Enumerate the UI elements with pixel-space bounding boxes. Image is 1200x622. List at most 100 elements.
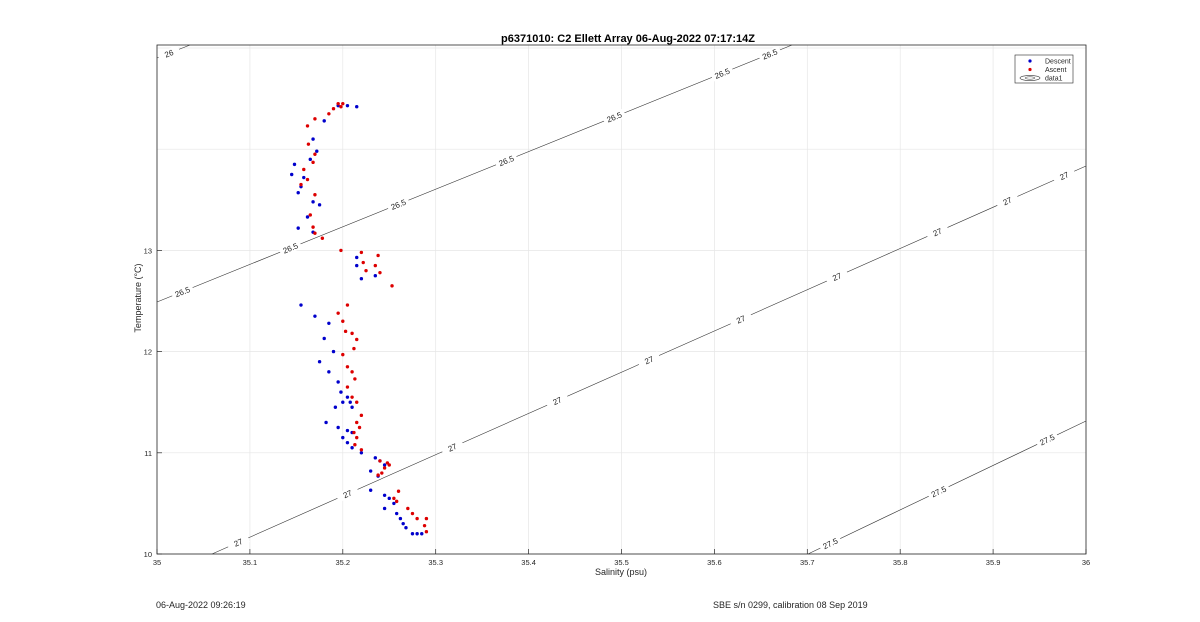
x-tick-label: 35.1 [243,558,258,567]
x-tick-label: 35 [153,558,161,567]
descent-point [350,405,354,409]
y-axis-label: Temperature (°C) [133,263,143,332]
descent-point [299,303,303,307]
ascent-point [387,463,391,467]
ascent-point [336,101,340,106]
ascent-point [415,516,419,521]
ascent-point [350,331,354,336]
ascent-point [359,250,364,255]
contour-label-bg [710,64,735,82]
ascent-point [396,489,401,493]
x-tick-label: 35.5 [614,558,629,567]
contour-label-bg [170,283,195,301]
ascent-point [327,112,331,116]
descent-point [336,425,340,430]
ascent-point [376,253,380,258]
ascent-point [378,459,382,463]
x-tick-label: 35.8 [893,558,908,567]
ascent-point [378,270,382,275]
y-axis-ticks: 10 11 12 13 [144,246,162,559]
ascent-point [355,337,359,342]
descent-point [317,203,322,207]
footer-timestamp: 06-Aug-2022 09:26:19 [156,600,246,610]
x-axis-label: Salinity (psu) [595,567,647,577]
ascent-point [352,346,356,351]
legend: Descent Ascent data1 [1014,54,1074,84]
descent-point [305,215,310,219]
contour-label: 27 [1058,170,1070,182]
ascent-point [302,167,306,172]
descent-point [415,532,419,536]
descent-point [315,149,319,153]
descent-point [359,451,364,455]
ascent-point [336,311,340,315]
contour-label: 27 [643,354,655,366]
legend-data1-icon-inner [1024,76,1036,80]
ascent-point [422,523,427,528]
ascent-point [380,471,384,475]
x-tick-label: 35.3 [428,558,443,567]
descent-point [322,336,326,341]
ascent-point [345,365,350,369]
descent-point [327,370,331,374]
contour-label-bg [494,152,519,169]
contour-label: 26 [163,48,175,60]
ascent-point [376,473,380,477]
descent-point [336,380,340,384]
contour-label-bg [440,438,465,456]
descent-point [410,532,415,536]
ascent-point [390,284,394,288]
ascent-point [392,496,396,501]
descent-point [392,501,396,506]
descent-point [404,525,408,530]
descent-point [317,360,322,364]
legend-descent-marker [1028,59,1032,63]
descent-point [387,496,391,501]
ascent-point [306,142,311,146]
ascent-point [320,236,325,240]
ascent-point [364,268,368,273]
descent-point [355,255,359,260]
contour-label-bg [545,392,570,410]
descent-point [382,506,387,511]
ascent-point [350,370,354,374]
x-axis-ticks: 35 35.1 35.2 35.3 35.4 35.5 35.6 35.7 35.8 35.9 36 [153,549,1090,567]
descent-point [401,521,405,526]
y-tick-label: 13 [144,246,152,255]
contour-label: 27 [735,314,747,326]
contour-label-bg [602,108,627,126]
contour-label-bg [335,485,360,503]
ascent-point [382,466,387,470]
ascent-point [355,435,359,440]
legend-ascent-marker [1028,67,1032,72]
descent-point [359,277,364,281]
contour-label-bg [226,533,251,551]
footer-calibration: SBE s/n 0299, calibration 08 Sep 2019 [713,600,868,610]
y-tick-label: 10 [144,550,152,559]
descent-point [290,172,294,177]
ascent-point [353,443,357,447]
y-tick-label: 11 [144,449,152,458]
contour-label: 27 [447,442,459,454]
ascent-point [311,160,315,165]
descent-point [373,456,378,460]
ascent-point [341,352,345,357]
legend-ascent-label: Ascent [1045,67,1066,74]
descent-point [324,420,328,425]
contour-label: 27 [342,488,354,500]
ascent-point [345,303,350,307]
descent-point [382,463,387,467]
descent-point [292,162,297,167]
ascent-point [313,193,317,197]
descent-point [331,349,336,354]
ascent-point [331,107,336,111]
descent-point [333,405,338,409]
descent-point [355,104,359,109]
ascent-point [394,499,399,504]
descent-point [308,157,312,162]
descent-point [327,321,331,325]
ascent-point [424,516,429,521]
ascent-point [359,413,364,418]
descent-point [339,390,343,394]
